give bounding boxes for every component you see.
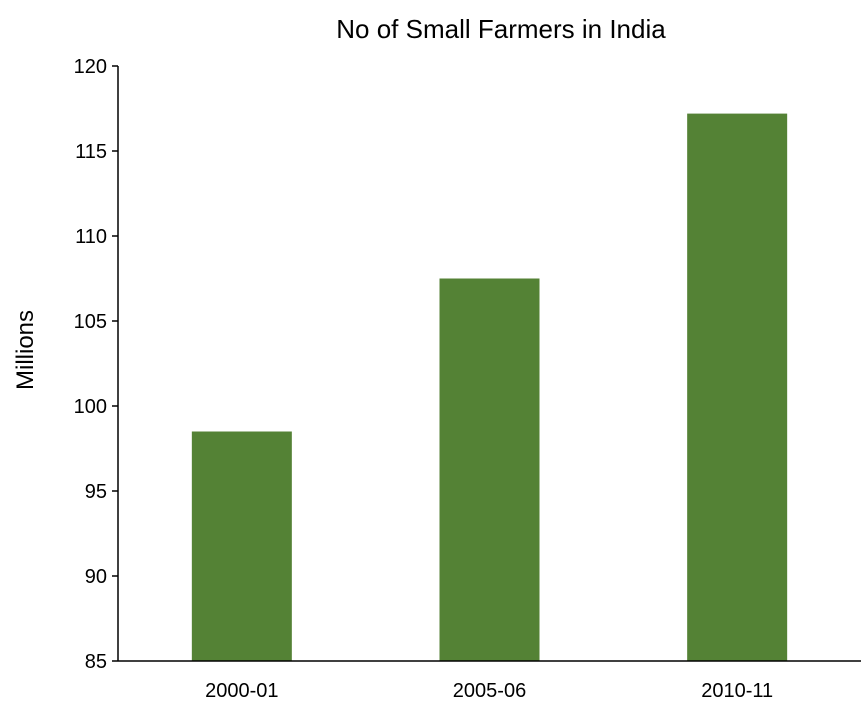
y-tick-label: 110 [75,226,107,248]
y-tick-label: 120 [74,56,107,78]
bar-2005-06 [439,278,540,661]
bars-group [191,113,788,662]
bar-2000-01 [191,431,292,661]
y-tick-label: 95 [85,481,107,503]
y-tick-label: 105 [74,311,107,333]
bar-2010-11 [687,113,788,662]
y-ticks-group: 85 90 95 100 105 110 115 120 [74,56,118,673]
y-tick-label: 115 [75,141,107,163]
y-tick-label: 100 [74,396,107,418]
y-tick-label: 85 [85,651,107,673]
x-tick-label: 2010-11 [701,680,773,702]
x-tick-label: 2000-01 [205,680,278,702]
x-tick-label: 2005-06 [453,680,526,702]
y-axis-label: Millions [12,310,39,390]
y-tick-label: 90 [85,566,107,588]
chart-title: No of Small Farmers in India [336,14,666,44]
x-ticks-group: 2000-01 2005-06 2010-11 [205,680,773,702]
